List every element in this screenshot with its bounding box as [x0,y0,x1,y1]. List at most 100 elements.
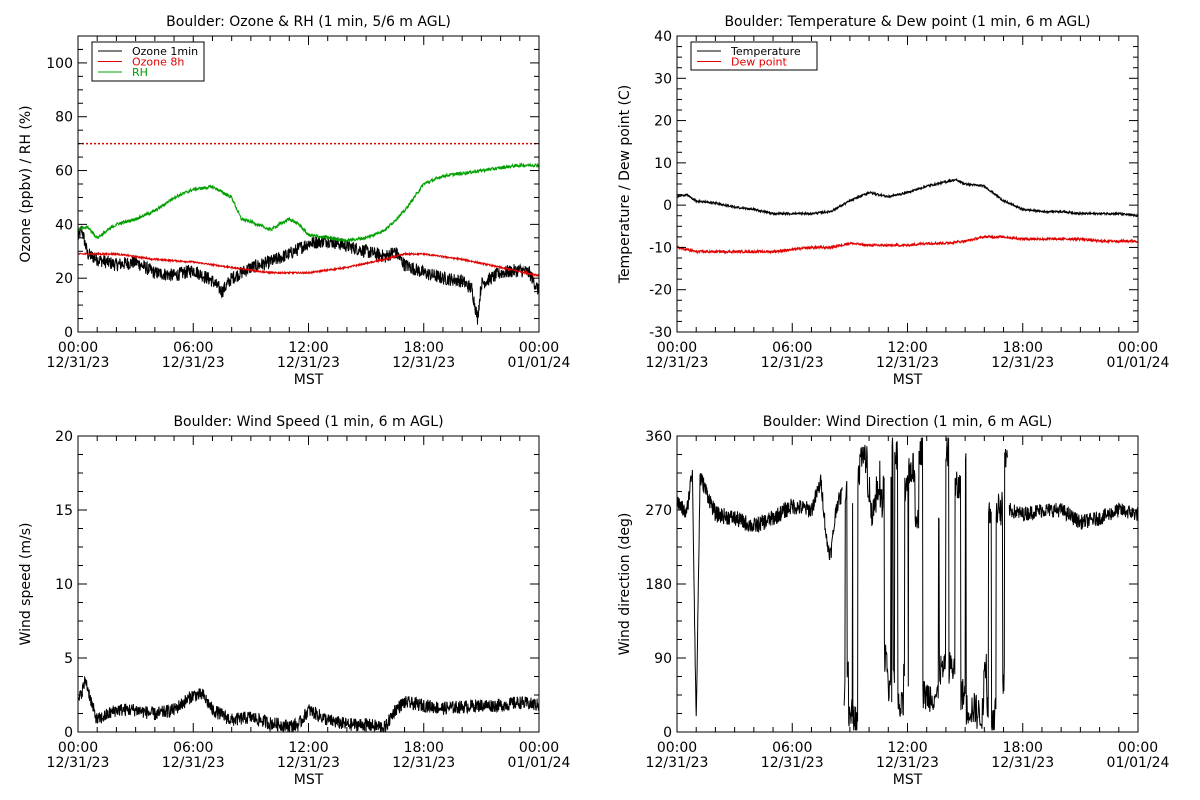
x-axis-label: MST [893,372,923,388]
legend-entry: Ozone 8h [132,56,184,69]
x-tick-time: 06:00 [173,740,213,756]
x-tick-time: 06:00 [772,740,812,756]
x-tick-time: 00:00 [1118,740,1158,756]
x-tick-time: 00:00 [519,740,559,756]
y-axis-label: Ozone (ppbv) / RH (%) [18,105,34,262]
y-tick-label: 90 [654,651,672,667]
y-tick-label: 40 [654,29,672,45]
x-tick-date: 01/01/24 [508,355,571,371]
x-tick-time: 00:00 [519,340,559,356]
y-tick-label: 100 [46,56,73,72]
plot-area [677,178,1138,255]
x-tick-date: 12/31/23 [162,355,225,371]
x-tick-date: 01/01/24 [1107,355,1170,371]
chart-wind-direction: Boulder: Wind Direction (1 min, 6 m AGL)… [617,414,1170,788]
x-axis-label: MST [893,772,923,788]
y-tick-label: 0 [64,325,73,341]
chart-wind-speed: Boulder: Wind Speed (1 min, 6 m AGL) 0 5 10… [18,414,571,788]
chart-title: Boulder: Wind Speed (1 min, 6 m AGL) [173,414,443,430]
x-tick-time: 12:00 [887,740,927,756]
x-tick-time: 18:00 [404,740,444,756]
y-tick-label: 360 [645,429,672,445]
series-line-dew-point [677,234,1138,255]
chart-ozone-rh: Boulder: Ozone & RH (1 min, 5/6 m AGL) 0 2… [18,14,571,388]
y-tick-label: 0 [663,198,672,214]
series-line-wind-direction-0 [677,469,843,717]
chart-temp-dew: Boulder: Temperature & Dew point (1 min,… [617,14,1170,388]
chart-title: Boulder: Ozone & RH (1 min, 5/6 m AGL) [166,14,451,30]
x-tick-time: 00:00 [657,340,697,356]
y-tick-label: 20 [55,271,73,287]
legend-entry: RH [132,66,148,79]
x-tick-date: 12/31/23 [277,355,340,371]
y-tick-label: -10 [649,240,672,256]
x-tick-time: 00:00 [58,340,98,356]
x-tick-date: 12/31/23 [646,355,709,371]
x-tick-time: 06:00 [772,340,812,356]
x-tick-date: 12/31/23 [47,355,110,371]
x-tick-time: 12:00 [887,340,927,356]
y-tick-label: 180 [645,577,672,593]
chart-title: Boulder: Wind Direction (1 min, 6 m AGL) [763,414,1052,430]
plot-frame [676,35,1139,333]
plot-area [78,142,539,325]
x-axis-label: MST [294,772,324,788]
x-tick-time: 00:00 [1118,340,1158,356]
x-tick-date: 12/31/23 [47,755,110,771]
y-tick-label: 20 [654,114,672,130]
y-axis-label: Temperature / Dew point (C) [617,85,633,284]
x-tick-date: 12/31/23 [761,755,824,771]
series-line-ozone-8h [78,251,539,278]
series-line-wind-speed-0 [78,675,539,732]
x-tick-date: 12/31/23 [991,755,1054,771]
chart-title: Boulder: Temperature & Dew point (1 min,… [724,14,1090,30]
y-tick-label: 80 [55,110,73,126]
y-tick-label: 270 [645,503,672,519]
x-tick-date: 01/01/24 [1107,755,1170,771]
series-line-wind-direction-2 [1008,502,1138,530]
x-tick-date: 12/31/23 [392,755,455,771]
y-tick-label: -30 [649,325,672,341]
x-tick-date: 12/31/23 [876,355,939,371]
y-tick-label: -20 [649,283,672,299]
y-tick-label: 10 [654,156,672,172]
x-tick-date: 01/01/24 [508,755,571,771]
y-tick-label: 10 [55,577,73,593]
x-tick-time: 00:00 [657,740,697,756]
legend-entry: Dew point [731,56,787,69]
plot-area [78,675,539,732]
x-axis-label: MST [294,372,324,388]
y-tick-label: 20 [55,429,73,445]
x-tick-time: 18:00 [404,340,444,356]
x-tick-date: 12/31/23 [646,755,709,771]
y-tick-label: 30 [654,71,672,87]
y-tick-label: 5 [64,651,73,667]
legend-entry: Temperature [730,45,801,58]
series-line-ozone-1min [78,225,539,325]
y-tick-label: 60 [55,164,73,180]
y-tick-label: 0 [663,725,672,741]
x-tick-time: 00:00 [58,740,98,756]
series-line-rh [78,162,539,243]
plot-area [677,437,1138,731]
y-axis-label: Wind speed (m/s) [18,523,34,646]
x-tick-time: 18:00 [1003,340,1043,356]
series-line-wind-direction-1 [843,437,1008,731]
x-tick-date: 12/31/23 [392,355,455,371]
y-axis-label: Wind direction (deg) [617,513,633,656]
y-tick-label: 15 [55,503,73,519]
x-tick-date: 12/31/23 [876,755,939,771]
y-tick-label: 0 [64,725,73,741]
x-tick-date: 12/31/23 [761,355,824,371]
series-line-temperature [677,178,1138,218]
legend-entry: Ozone 1min [132,45,198,58]
x-tick-time: 12:00 [288,740,328,756]
x-tick-time: 06:00 [173,340,213,356]
x-tick-time: 18:00 [1003,740,1043,756]
x-tick-date: 12/31/23 [277,755,340,771]
plot-frame [77,435,540,733]
x-tick-date: 12/31/23 [162,755,225,771]
x-tick-time: 12:00 [288,340,328,356]
x-tick-date: 12/31/23 [991,355,1054,371]
